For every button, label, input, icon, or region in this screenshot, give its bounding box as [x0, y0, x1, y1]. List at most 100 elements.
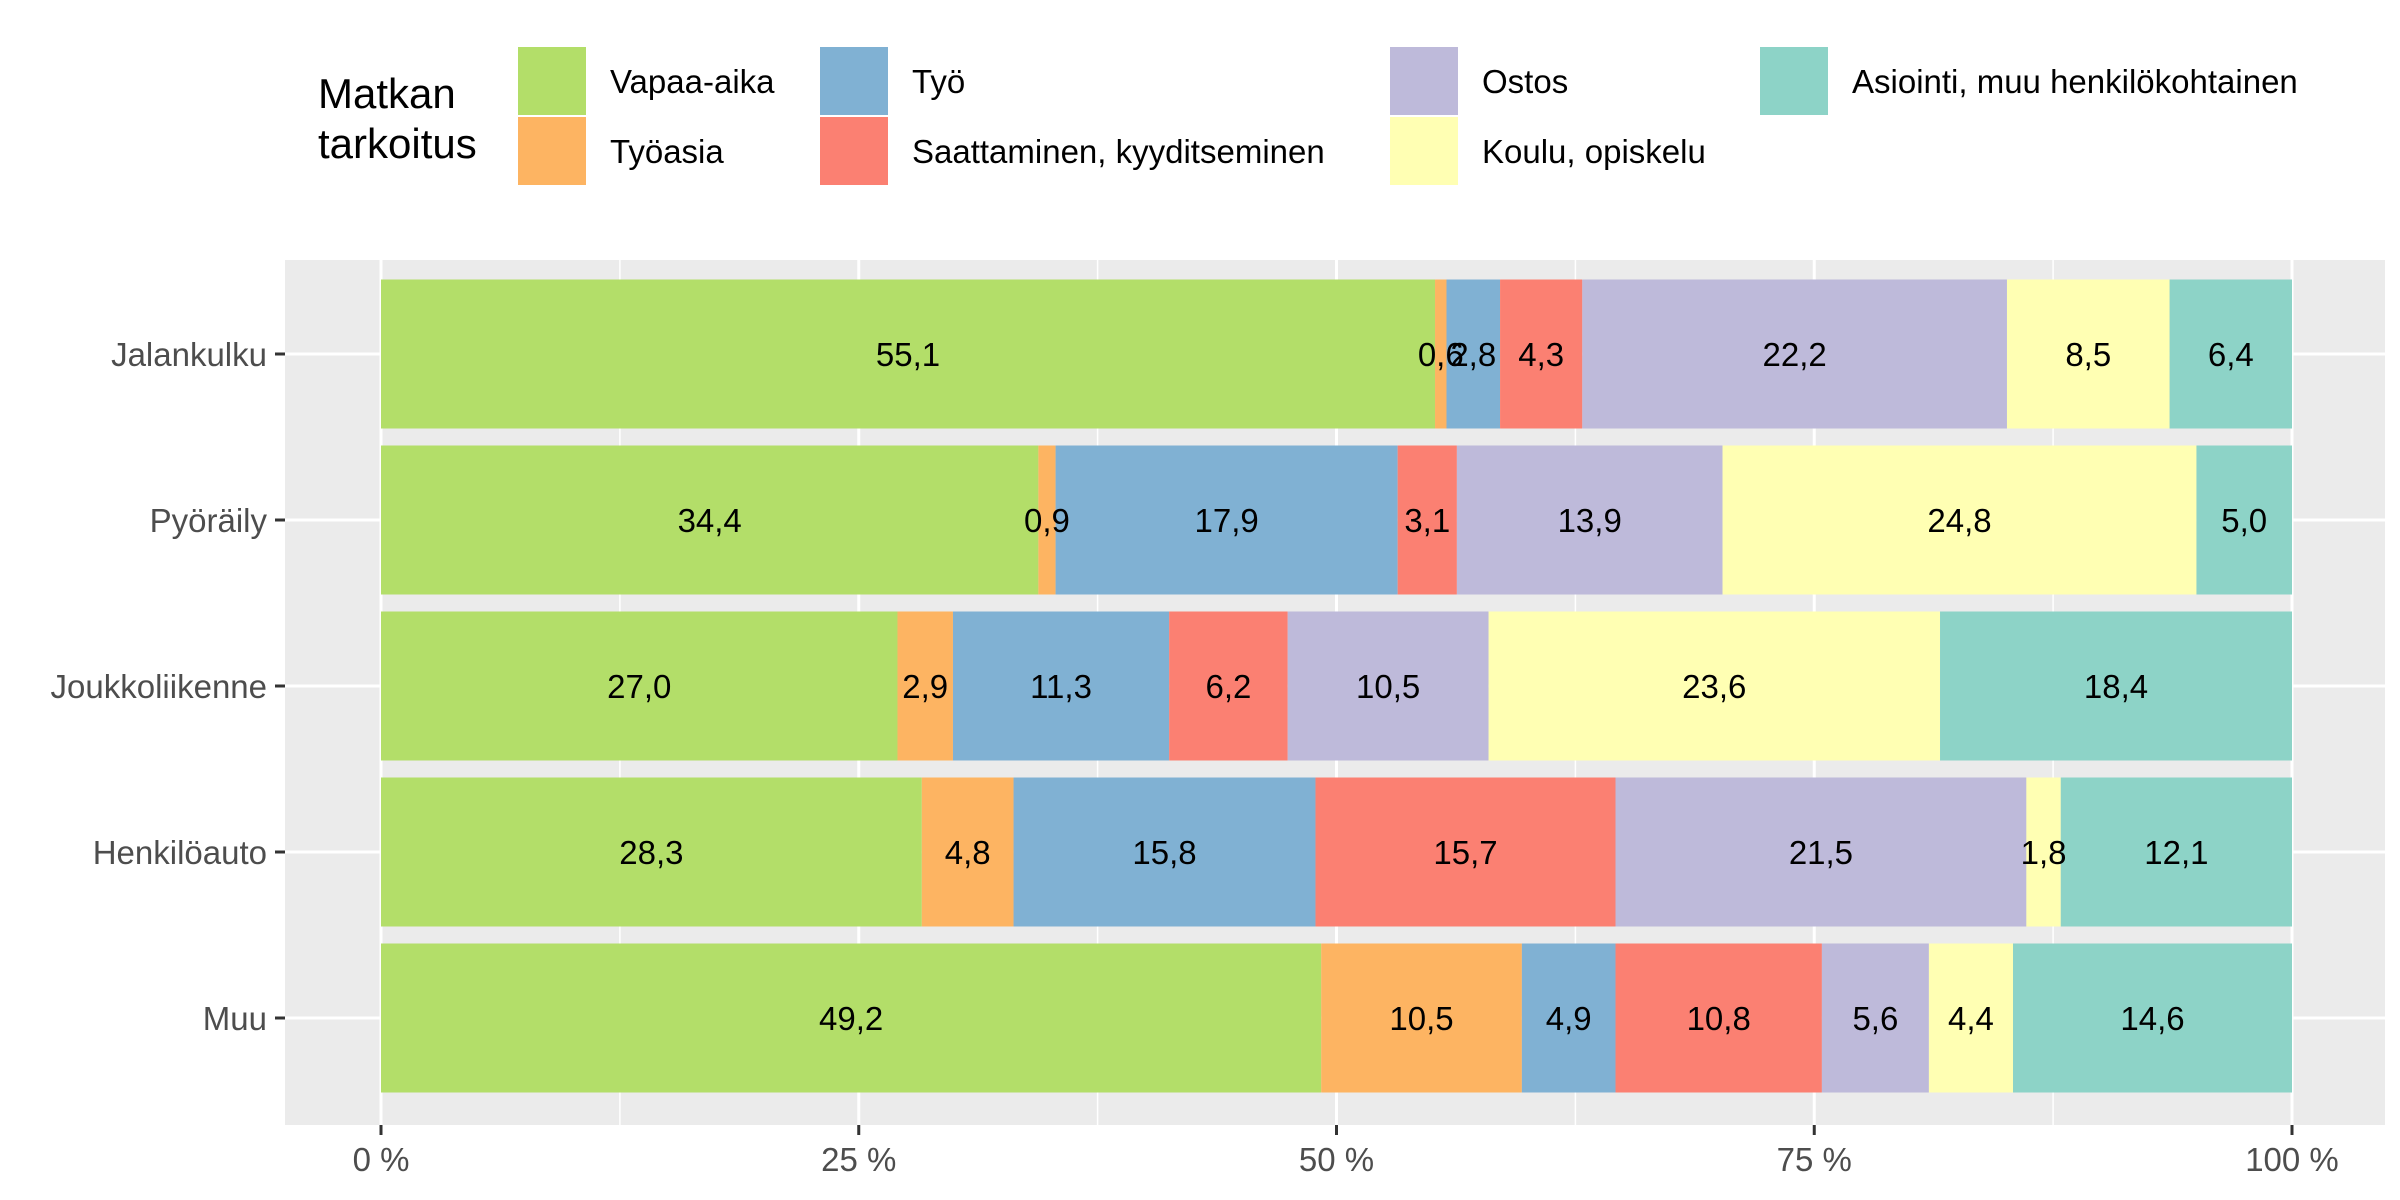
data-label-jalankulku-tyoasia: 0,6 — [1418, 336, 1464, 373]
data-label-muu-koulu-opiskelu: 4,4 — [1948, 1000, 1994, 1037]
bar-segment-jalankulku-asiointi-muu-henkilokohtainen — [2169, 279, 2292, 429]
legend-key-vapaa-aika — [518, 47, 586, 115]
y-tick-label-jalankulku: Jalankulku — [111, 336, 267, 373]
legend-label-asiointi-muu-henkilokohtainen: Asiointi, muu henkilökohtainen — [1852, 63, 2298, 100]
bar-segment-pyoraily-asiointi-muu-henkilokohtainen — [2196, 445, 2292, 595]
legend-key-koulu-opiskelu — [1390, 117, 1458, 185]
data-label-jalankulku-vapaa-aika: 55,1 — [876, 336, 940, 373]
bar-segment-pyoraily-tyoasia — [1038, 445, 1056, 595]
data-label-henkiloauto-saattaminen-kyyditseminen: 15,7 — [1433, 834, 1497, 871]
bar-segment-jalankulku-saattaminen-kyyditseminen — [1500, 279, 1583, 429]
data-label-jalankulku-saattaminen-kyyditseminen: 4,3 — [1518, 336, 1564, 373]
data-label-pyoraily-ostos: 13,9 — [1558, 502, 1622, 539]
bar-segment-henkiloauto-koulu-opiskelu — [2026, 777, 2061, 927]
data-label-joukkoliikenne-vapaa-aika: 27,0 — [607, 668, 671, 705]
y-tick-label-joukkoliikenne: Joukkoliikenne — [51, 668, 267, 705]
x-tick-label: 50 % — [1299, 1141, 1374, 1178]
legend-item-asiointi-muu-henkilokohtainen: Asiointi, muu henkilökohtainen — [1760, 47, 2298, 115]
data-label-pyoraily-vapaa-aika: 34,4 — [678, 502, 742, 539]
legend-item-saattaminen-kyyditseminen: Saattaminen, kyyditseminen — [820, 117, 1325, 185]
bar-segment-muu-tyoasia — [1321, 943, 1522, 1093]
bar-segment-jalankulku-koulu-opiskelu — [2006, 279, 2170, 429]
bar-segment-joukkoliikenne-vapaa-aika — [381, 611, 898, 761]
y-tick-label-henkiloauto: Henkilöauto — [93, 834, 267, 871]
data-label-henkiloauto-tyoasia: 4,8 — [945, 834, 991, 871]
bar-segment-jalankulku-tyo — [1446, 279, 1501, 429]
bar-segment-muu-asiointi-muu-henkilokohtainen — [2012, 943, 2292, 1093]
data-label-jalankulku-tyo: 2,8 — [1450, 336, 1496, 373]
legend-key-saattaminen-kyyditseminen — [820, 117, 888, 185]
bar-segment-pyoraily-koulu-opiskelu — [1722, 445, 2197, 595]
data-label-joukkoliikenne-ostos: 10,5 — [1356, 668, 1420, 705]
data-label-henkiloauto-asiointi-muu-henkilokohtainen: 12,1 — [2144, 834, 2208, 871]
data-label-muu-tyoasia: 10,5 — [1389, 1000, 1453, 1037]
y-tick-label-pyoraily: Pyöräily — [150, 502, 268, 539]
legend-key-tyoasia — [518, 117, 586, 185]
data-label-joukkoliikenne-koulu-opiskelu: 23,6 — [1682, 668, 1746, 705]
data-label-pyoraily-koulu-opiskelu: 24,8 — [1927, 502, 1991, 539]
data-label-henkiloauto-ostos: 21,5 — [1789, 834, 1853, 871]
legend-key-ostos — [1390, 47, 1458, 115]
bar-segment-muu-vapaa-aika — [381, 943, 1322, 1093]
data-label-joukkoliikenne-asiointi-muu-henkilokohtainen: 18,4 — [2084, 668, 2148, 705]
legend-key-tyo — [820, 47, 888, 115]
data-label-muu-ostos: 5,6 — [1852, 1000, 1898, 1037]
bar-segment-joukkoliikenne-koulu-opiskelu — [1488, 611, 1941, 761]
bar-segment-pyoraily-vapaa-aika — [381, 445, 1039, 595]
data-label-henkiloauto-koulu-opiskelu: 1,8 — [2021, 834, 2067, 871]
bar-segment-henkiloauto-ostos — [1615, 777, 2027, 927]
bar-segment-henkiloauto-saattaminen-kyyditseminen — [1315, 777, 1616, 927]
bar-segment-jalankulku-tyoasia — [1435, 279, 1447, 429]
x-tick-label: 75 % — [1777, 1141, 1852, 1178]
legend-label-vapaa-aika: Vapaa-aika — [610, 63, 775, 100]
bar-segment-pyoraily-saattaminen-kyyditseminen — [1397, 445, 1457, 595]
data-label-jalankulku-koulu-opiskelu: 8,5 — [2065, 336, 2111, 373]
legend-item-koulu-opiskelu: Koulu, opiskelu — [1390, 117, 1706, 185]
bar-segment-henkiloauto-vapaa-aika — [381, 777, 922, 927]
legend-item-tyoasia: Työasia — [518, 117, 724, 185]
data-label-muu-asiointi-muu-henkilokohtainen: 14,6 — [2120, 1000, 2184, 1037]
x-tick-label: 25 % — [821, 1141, 896, 1178]
data-label-henkiloauto-vapaa-aika: 28,3 — [619, 834, 683, 871]
legend-key-asiointi-muu-henkilokohtainen — [1760, 47, 1828, 115]
data-label-joukkoliikenne-saattaminen-kyyditseminen: 6,2 — [1205, 668, 1251, 705]
bar-segment-henkiloauto-asiointi-muu-henkilokohtainen — [2060, 777, 2292, 927]
data-label-muu-vapaa-aika: 49,2 — [819, 1000, 883, 1037]
data-label-jalankulku-asiointi-muu-henkilokohtainen: 6,4 — [2208, 336, 2254, 373]
bar-segment-pyoraily-ostos — [1456, 445, 1723, 595]
bar-segment-muu-ostos — [1821, 943, 1929, 1093]
bar-segment-muu-tyo — [1521, 943, 1616, 1093]
legend-item-ostos: Ostos — [1390, 47, 1568, 115]
data-label-muu-saattaminen-kyyditseminen: 10,8 — [1687, 1000, 1751, 1037]
bar-segment-jalankulku-vapaa-aika — [381, 279, 1436, 429]
bar-segment-joukkoliikenne-ostos — [1287, 611, 1489, 761]
data-label-pyoraily-tyoasia: 0,9 — [1024, 502, 1070, 539]
legend-label-tyo: Työ — [912, 63, 965, 100]
data-label-pyoraily-tyo: 17,9 — [1195, 502, 1259, 539]
data-label-pyoraily-asiointi-muu-henkilokohtainen: 5,0 — [2221, 502, 2267, 539]
legend: Matkan tarkoitus Vapaa-aika Työasia Työ Saa… — [318, 47, 2298, 185]
bar-segment-muu-saattaminen-kyyditseminen — [1615, 943, 1822, 1093]
x-tick-label: 0 % — [353, 1141, 410, 1178]
data-label-henkiloauto-tyo: 15,8 — [1132, 834, 1196, 871]
x-tick-label: 100 % — [2245, 1141, 2339, 1178]
bar-segment-joukkoliikenne-tyo — [952, 611, 1170, 761]
legend-label-saattaminen-kyyditseminen: Saattaminen, kyyditseminen — [912, 133, 1325, 170]
legend-label-ostos: Ostos — [1482, 63, 1568, 100]
bar-segment-henkiloauto-tyoasia — [921, 777, 1014, 927]
bars: 55,1 0,62,8 4,3 22,2 8,5 6,4 34,4 0,9 17,9 3,1 13,… — [381, 279, 2292, 1093]
legend-title-line-2: tarkoitus — [318, 120, 477, 167]
legend-label-koulu-opiskelu: Koulu, opiskelu — [1482, 133, 1706, 170]
bar-segment-pyoraily-tyo — [1055, 445, 1398, 595]
data-label-muu-tyo: 4,9 — [1546, 1000, 1592, 1037]
bar-segment-henkiloauto-tyo — [1013, 777, 1316, 927]
y-axis: Jalankulku Pyöräily Joukkoliikenne Henkilöa… — [51, 336, 285, 1037]
bar-segment-jalankulku-ostos — [1582, 279, 2007, 429]
data-label-joukkoliikenne-tyo: 11,3 — [1030, 668, 1092, 705]
legend-item-tyo: Työ — [820, 47, 965, 115]
x-axis: 0 % 25 % 50 % 75 % 100 % — [353, 1125, 2339, 1178]
data-label-pyoraily-saattaminen-kyyditseminen: 3,1 — [1404, 502, 1450, 539]
bar-segment-muu-koulu-opiskelu — [1928, 943, 2013, 1093]
data-label-jalankulku-ostos: 22,2 — [1763, 336, 1827, 373]
